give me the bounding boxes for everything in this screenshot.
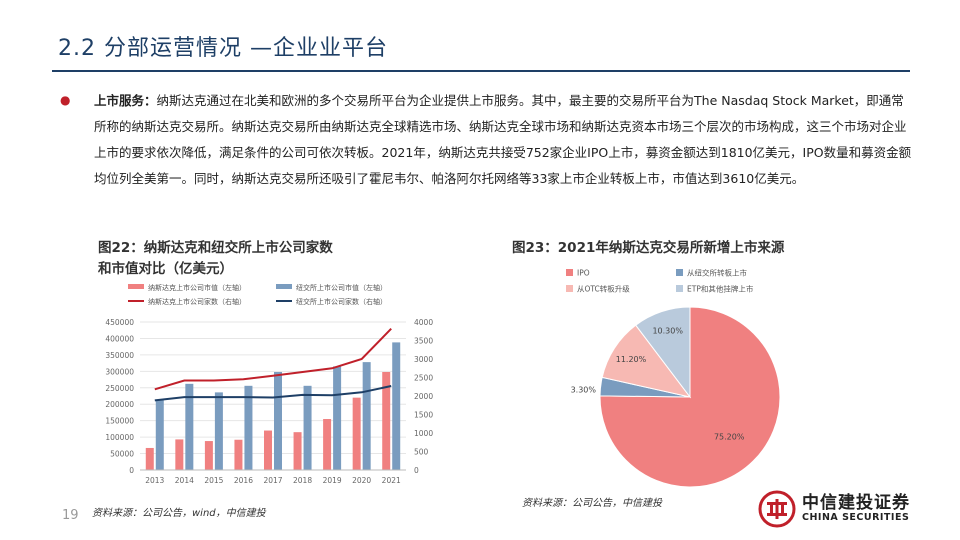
pie-data-label: 11.20% [616, 355, 647, 364]
legend-label: 纳斯达克上市公司家数（右轴） [148, 297, 246, 306]
legend-label: 从纽交所转板上市 [687, 268, 747, 278]
y-left-tick-label: 100000 [105, 433, 134, 442]
x-tick-label: 2020 [352, 476, 371, 485]
x-tick-label: 2015 [204, 476, 223, 485]
legend-swatch [676, 269, 683, 276]
x-tick-label: 2017 [263, 476, 282, 485]
logo-chinese-name: 中信建投证券 [802, 493, 910, 513]
figure23-title: 图23：2021年纳斯达克交易所新增上市来源 [512, 240, 785, 256]
pie-slice-3 [635, 306, 691, 399]
bar-nasdaq-2017 [264, 430, 272, 470]
x-tick-label: 2014 [175, 476, 194, 485]
y-left-tick-label: 400000 [105, 334, 134, 343]
bar-nasdaq-2019 [323, 419, 332, 470]
bar-nasdaq-2013 [145, 447, 154, 470]
bar-nyse-2017 [274, 371, 282, 470]
bar-nyse-2015 [214, 392, 223, 470]
bar-nyse-2021 [392, 342, 401, 470]
y-left-tick-label: 350000 [105, 351, 134, 360]
legend-label: 纽交所上市公司家数（右轴） [296, 297, 387, 306]
bar-nyse-2013 [155, 399, 164, 470]
legend-label: ETP和其他挂牌上市 [687, 284, 754, 294]
bar-nyse-2018 [303, 385, 312, 470]
y-right-tick-label: 2500 [414, 374, 433, 383]
figure22-title-line1: 图22：纳斯达克和纽交所上市公司家数 [98, 240, 333, 256]
y-right-tick-label: 500 [414, 448, 429, 457]
x-tick-label: 2019 [323, 476, 342, 485]
bar-nyse-2019 [333, 366, 342, 470]
y-right-tick-label: 1500 [414, 411, 433, 420]
legend-swatch [676, 285, 683, 292]
y-right-tick-label: 1000 [414, 429, 433, 438]
paragraph-body: 纳斯达克通过在北美和欧洲的多个交易所平台为企业提供上市服务。其中，最主要的交易所… [94, 93, 912, 186]
bar-nyse-2014 [185, 383, 194, 470]
figure23-source: 资料来源：公司公告，中信建投 [522, 498, 662, 509]
y-right-tick-label: 0 [414, 466, 419, 475]
bar-nasdaq-2020 [352, 397, 361, 470]
y-right-tick-label: 3500 [414, 337, 433, 346]
bar-nasdaq-2021 [382, 371, 391, 470]
line-nyse-count [154, 385, 392, 402]
bar-nyse-2020 [362, 362, 371, 470]
y-right-tick-label: 4000 [414, 318, 433, 327]
y-right-tick-label: 3000 [414, 355, 433, 364]
page-number: 19 [62, 508, 79, 523]
company-logo: 中信建投证券 CHINA SECURITIES [758, 490, 918, 530]
y-left-tick-label: 300000 [105, 367, 134, 376]
line-nasdaq-count [154, 328, 392, 391]
pie-data-label: 10.30% [652, 326, 683, 335]
y-left-tick-label: 150000 [105, 417, 134, 426]
logo-english-name: CHINA SECURITIES [802, 512, 910, 523]
bar-nasdaq-2014 [175, 439, 184, 470]
legend-swatch [128, 284, 144, 289]
body-paragraph: 上市服务：纳斯达克通过在北美和欧洲的多个交易所平台为企业提供上市服务。其中，最主… [94, 88, 914, 192]
pie-data-label: 75.20% [714, 433, 745, 442]
y-left-tick-label: 450000 [105, 318, 134, 327]
y-left-tick-label: 0 [129, 466, 134, 475]
x-tick-label: 2016 [234, 476, 253, 485]
legend-swatch [566, 269, 573, 276]
figure22-source: 资料来源：公司公告，wind，中信建投 [92, 508, 266, 519]
y-left-tick-label: 200000 [105, 400, 134, 409]
bar-nasdaq-2018 [293, 432, 302, 470]
page-title: 2.2 分部运营情况 —企业业平台 [58, 36, 388, 61]
legend-label: 纽交所上市公司市值（左轴） [296, 283, 387, 292]
legend-label: 纳斯达克上市公司市值（左轴） [148, 283, 246, 292]
figure22-title-line2: 和市值对比（亿美元） [98, 261, 233, 277]
bullet-icon: ● [60, 93, 71, 107]
legend-swatch [566, 285, 573, 292]
legend-swatch [276, 284, 292, 289]
pie-data-label: 3.30% [571, 386, 597, 395]
paragraph-lead: 上市服务： [94, 93, 157, 108]
bar-nasdaq-2016 [234, 439, 243, 470]
pie-slice-2 [601, 324, 692, 398]
y-left-tick-label: 50000 [110, 450, 134, 459]
bar-nyse-2016 [244, 385, 253, 470]
citic-logo-icon [758, 490, 796, 528]
figure22-title: 图22：纳斯达克和纽交所上市公司家数 和市值对比（亿美元） [98, 238, 333, 280]
legend-label: 从OTC转板升级 [577, 284, 630, 294]
x-tick-label: 2013 [145, 476, 164, 485]
figure22-combo-chart: 纳斯达克上市公司市值（左轴） 纽交所上市公司市值（左轴） 纳斯达克上市公司家数（右轴… [105, 283, 433, 485]
bar-nasdaq-2015 [204, 441, 213, 470]
title-divider [52, 70, 910, 72]
y-left-tick-label: 250000 [105, 384, 134, 393]
x-tick-label: 2018 [293, 476, 312, 485]
legend-label: IPO [577, 269, 590, 278]
x-tick-label: 2021 [382, 476, 401, 485]
y-right-tick-label: 2000 [414, 392, 433, 401]
